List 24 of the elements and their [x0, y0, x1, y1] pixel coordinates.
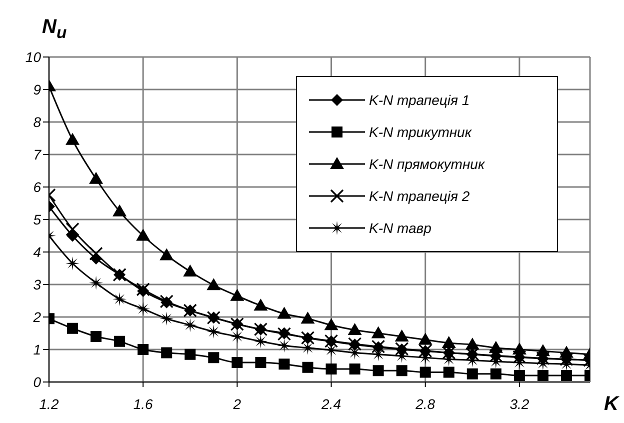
y-tick-label: 6: [33, 178, 42, 195]
x-tick-label: 2.8: [414, 396, 436, 412]
y-tick-label: 3: [33, 276, 42, 292]
legend-label: K-N трикутник: [369, 124, 472, 140]
legend-label: K-N трапеція 2: [369, 188, 470, 204]
y-tick-label: 0: [33, 374, 42, 390]
legend-label: K-N прямокутник: [369, 156, 485, 172]
y-tick-label: 9: [33, 81, 42, 98]
y-tick-label: 1: [33, 341, 41, 358]
x-axis-title: K: [604, 393, 620, 415]
x-tick-label: 2.4: [320, 396, 342, 412]
x-tick-label: 1.2: [39, 396, 59, 412]
legend-label: K-N трапеція 1: [369, 92, 470, 108]
y-tick-label: 8: [33, 114, 42, 130]
x-tick-label: 2: [232, 396, 242, 412]
y-tick-label: 2: [32, 308, 42, 325]
y-tick-label: 7: [33, 146, 42, 162]
y-tick-label: 10: [25, 48, 42, 65]
x-tick-label: 3.2: [510, 396, 530, 412]
y-axis-title: N$_{u}$: [42, 16, 67, 43]
x-tick-label: 1.6: [133, 396, 154, 412]
y-tick-label: 5: [33, 211, 42, 228]
legend-label: K-N тавр: [369, 220, 432, 236]
y-tick-label: 4: [33, 244, 42, 260]
